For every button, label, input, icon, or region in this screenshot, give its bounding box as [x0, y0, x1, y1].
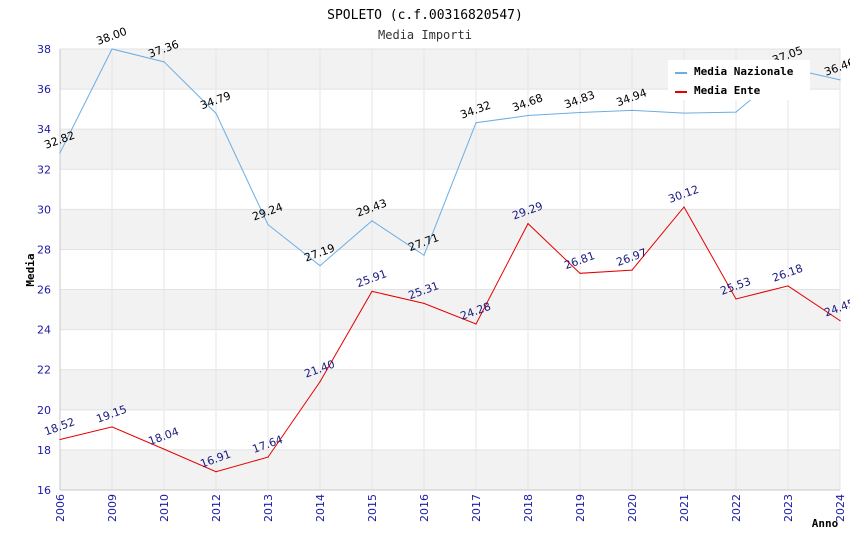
data-point	[111, 426, 113, 428]
data-point	[423, 254, 425, 256]
data-label: 38.00	[95, 25, 129, 48]
grid-band	[60, 449, 840, 490]
data-point	[423, 302, 425, 304]
x-tick-label: 2014	[314, 494, 327, 522]
x-tick-label: 2016	[418, 494, 431, 522]
y-tick-label: 30	[37, 203, 51, 216]
data-point	[111, 48, 113, 50]
x-tick-label: 2010	[158, 494, 171, 522]
data-point	[839, 79, 841, 81]
data-point	[527, 222, 529, 225]
data-point	[319, 265, 321, 267]
y-tick-label: 38	[37, 43, 51, 56]
y-tick-label: 36	[37, 83, 51, 96]
x-tick-label: 2006	[54, 494, 67, 522]
series-line-nazionale	[59, 48, 841, 267]
data-point	[319, 381, 321, 383]
y-tick-label: 18	[37, 444, 51, 457]
y-tick-label: 32	[37, 163, 51, 176]
x-tick-label: 2013	[262, 494, 275, 522]
x-tick-label: 2022	[730, 494, 743, 522]
x-tick-label: 2020	[626, 494, 639, 522]
data-point	[371, 290, 373, 292]
data-point	[475, 323, 477, 325]
y-tick-label: 16	[37, 484, 51, 497]
x-tick-label: 2018	[522, 494, 535, 522]
grid-band	[60, 209, 840, 250]
x-tick-label: 2023	[782, 494, 795, 522]
data-point	[215, 471, 217, 473]
x-tick-label: 2021	[678, 494, 691, 522]
data-point	[527, 114, 529, 117]
data-point	[579, 111, 581, 114]
y-tick-label: 20	[37, 404, 51, 417]
data-point	[59, 152, 61, 154]
data-point	[683, 112, 685, 114]
data-point	[267, 456, 269, 458]
data-point	[267, 223, 269, 226]
grid-band	[60, 289, 840, 330]
grid-bands	[59, 48, 841, 491]
y-tick-label: 28	[37, 243, 51, 256]
data-point	[787, 285, 789, 287]
grid-band	[60, 129, 840, 170]
data-point	[839, 320, 841, 322]
x-tick-label: 2012	[210, 494, 223, 522]
y-tick-label: 34	[37, 123, 51, 136]
data-point	[735, 111, 737, 113]
data-point	[475, 122, 477, 124]
data-point	[371, 220, 373, 222]
y-axis-label: Media	[24, 253, 37, 286]
data-point	[735, 298, 737, 300]
legend-label-ente: Media Ente	[694, 84, 761, 97]
x-tick-label: 2019	[574, 494, 587, 522]
y-tick-label: 24	[37, 324, 51, 337]
y-tick-label: 22	[37, 364, 51, 377]
x-tick-label: 2017	[470, 494, 483, 522]
y-tick-label: 26	[37, 284, 51, 297]
x-axis: 2006 2009 2010 2012 2013 2014 2015 2016 2017 2018…	[54, 494, 847, 522]
data-point	[163, 61, 165, 63]
data-point	[579, 272, 581, 274]
y-axis: 16 18 20 22 24 26 28 30 32 34 36 38	[37, 43, 51, 497]
data-point	[59, 438, 61, 441]
legend: Media Nazionale Media Ente	[668, 60, 810, 100]
legend-box	[668, 60, 810, 100]
x-tick-label: 2024	[834, 494, 847, 522]
series-line-ente	[59, 206, 841, 473]
data-point	[163, 448, 165, 450]
data-point	[215, 112, 217, 114]
x-tick-label: 2015	[366, 494, 379, 522]
legend-label-nazionale: Media Nazionale	[694, 65, 794, 78]
chart-subtitle: Media Importi	[378, 28, 472, 42]
data-point	[631, 269, 633, 271]
data-point	[631, 109, 633, 111]
chart-title: SPOLETO (c.f.00316820547)	[327, 8, 523, 23]
x-tick-label: 2009	[106, 494, 119, 522]
grid-band	[60, 369, 840, 410]
data-point	[683, 206, 685, 208]
x-axis-label: Anno	[812, 517, 839, 530]
